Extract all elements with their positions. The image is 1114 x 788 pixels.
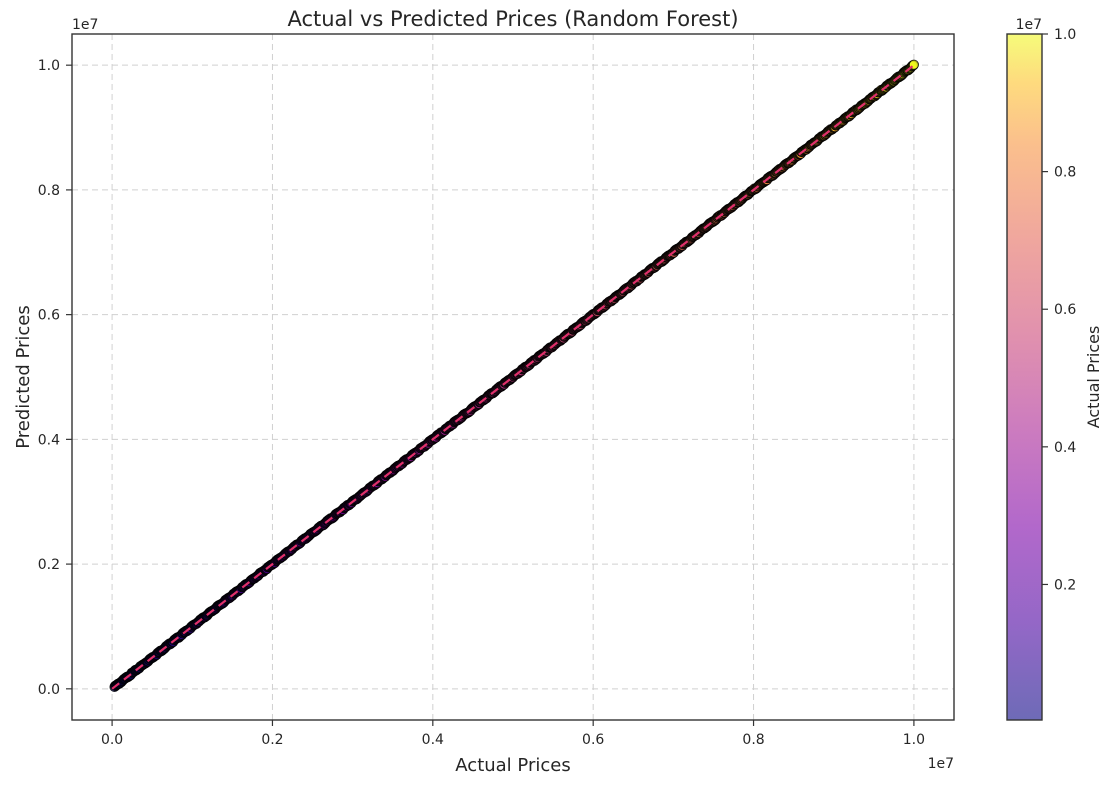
y-tick-label: 0.0 <box>38 682 60 698</box>
x-tick-label: 0.0 <box>101 732 123 748</box>
y-tick-label: 0.4 <box>38 432 60 448</box>
colorbar-tick-label: 0.6 <box>1054 302 1076 318</box>
colorbar-ticks: 0.2 0.4 0.6 0.8 1.0 <box>1042 27 1076 593</box>
y-tick-label: 0.8 <box>38 183 60 199</box>
x-tick-label: 0.2 <box>261 732 283 748</box>
axis-ticks: 0.0 0.2 0.4 0.6 0.8 1.0 0.0 0.2 0.4 0.6 0.8 1.0 <box>38 58 925 748</box>
y-tick-label: 0.6 <box>38 308 60 324</box>
y-tick-label: 1.0 <box>38 58 60 74</box>
colorbar-offset-label: 1e7 <box>1016 17 1042 33</box>
colorbar-tick-label: 0.4 <box>1054 440 1076 456</box>
grid-lines <box>72 34 954 720</box>
x-tick-label: 0.8 <box>742 732 764 748</box>
y-tick-label: 0.2 <box>38 557 60 573</box>
colorbar <box>1006 33 1043 721</box>
colorbar-tick-label: 0.8 <box>1054 165 1076 181</box>
x-tick-label: 0.6 <box>582 732 604 748</box>
colorbar-tick-label: 1.0 <box>1054 27 1076 43</box>
plot-frame <box>71 33 955 721</box>
x-offset-label: 1e7 <box>928 756 954 772</box>
x-tick-label: 0.4 <box>422 732 444 748</box>
x-axis-title: Actual Prices <box>455 755 570 776</box>
y-offset-label: 1e7 <box>72 17 98 33</box>
x-tick-label: 1.0 <box>903 732 925 748</box>
chart-title: Actual vs Predicted Prices (Random Fores… <box>287 7 738 31</box>
reference-line-y-equals-x <box>111 64 915 690</box>
colorbar-title: Actual Prices <box>1084 326 1103 429</box>
colorbar-tick-label: 0.2 <box>1054 577 1076 593</box>
y-axis-title: Predicted Prices <box>13 305 34 449</box>
